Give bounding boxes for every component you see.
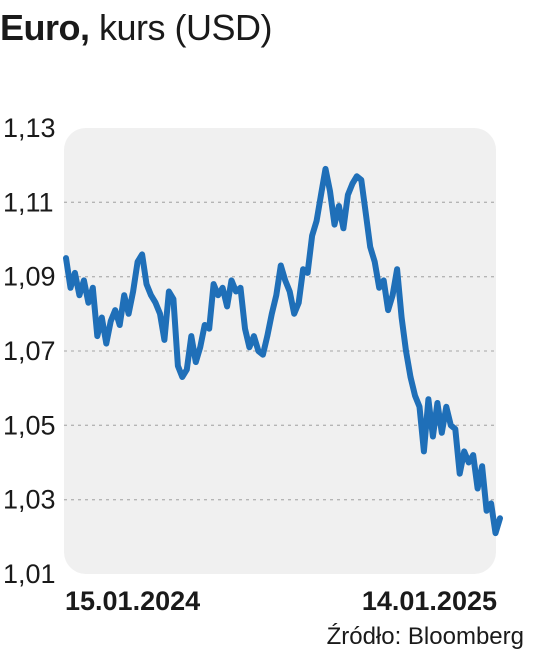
source-note: Źródło: Bloomberg xyxy=(326,623,524,650)
y-tick-label: 1,01 xyxy=(3,559,56,589)
y-axis-ticks: 1,01 1,03 1,05 1,07 1,09 1,11 1,13 xyxy=(3,113,56,589)
series-line-eur-usd xyxy=(63,165,503,537)
x-axis-ticks: 15.01.2024 14.01.2025 xyxy=(65,586,497,616)
y-tick-label: 1,07 xyxy=(3,336,56,366)
chart-title-light: kurs (USD) xyxy=(99,7,273,48)
x-tick-label-start: 15.01.2024 xyxy=(65,586,200,616)
chart-title-bold: Euro, xyxy=(0,7,90,48)
chart-title: Euro, kurs (USD) xyxy=(0,6,273,50)
y-tick-label: 1,05 xyxy=(3,410,56,440)
y-tick-label: 1,03 xyxy=(3,485,56,515)
y-tick-label: 1,11 xyxy=(3,187,54,217)
plot-background xyxy=(64,128,496,574)
y-tick-label: 1,09 xyxy=(3,262,56,292)
y-tick-label: 1,13 xyxy=(3,113,56,143)
x-tick-label-end: 14.01.2025 xyxy=(362,586,497,616)
series-layer xyxy=(63,165,503,537)
